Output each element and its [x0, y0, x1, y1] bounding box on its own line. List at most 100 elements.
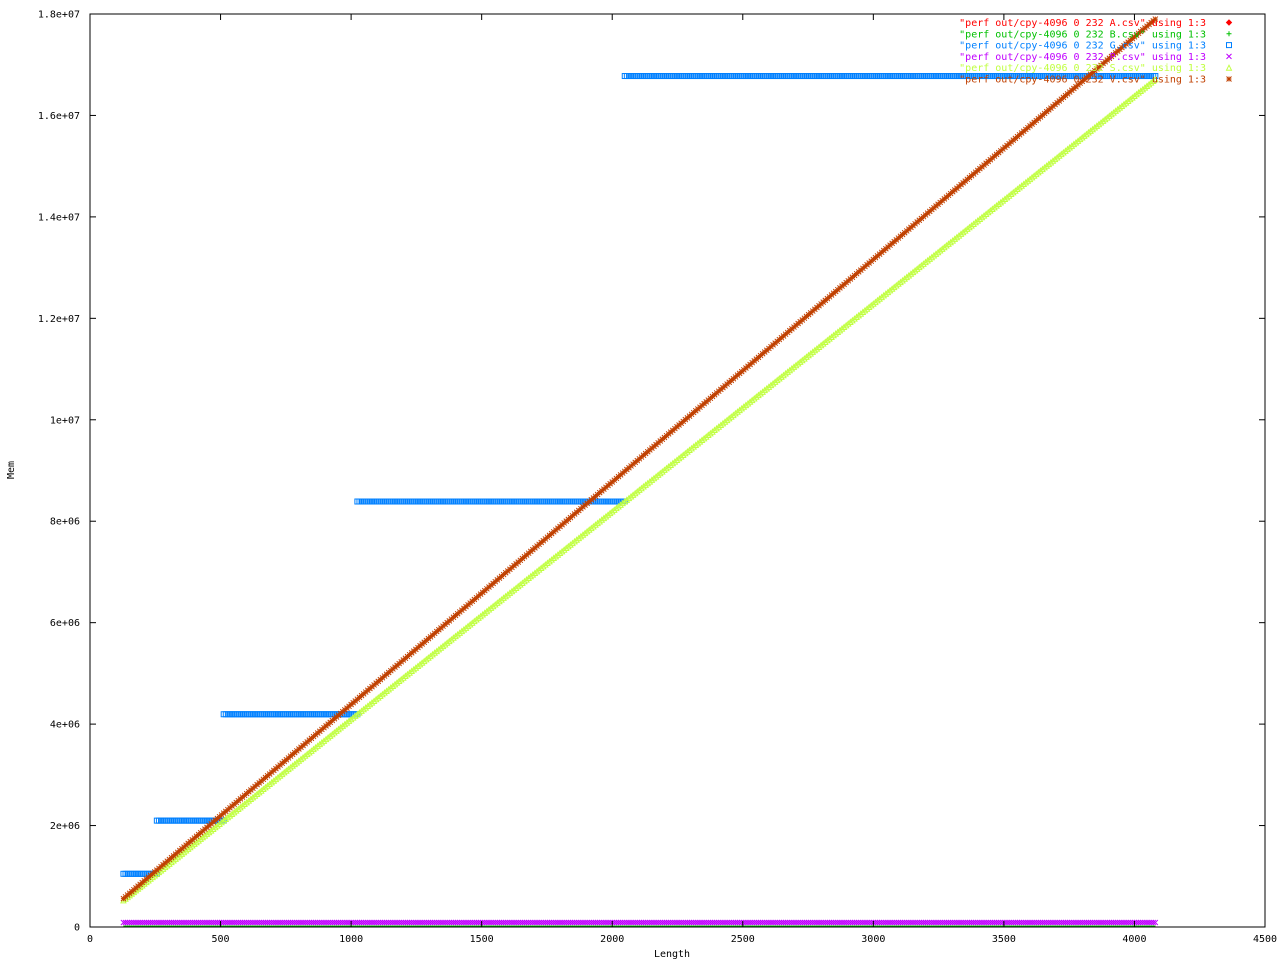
series-p-point	[1004, 919, 1010, 926]
series-p-point	[743, 919, 749, 926]
x-tick-label-5: 2500	[731, 934, 755, 945]
series-s-point	[1032, 170, 1040, 178]
series-p-point	[807, 919, 814, 926]
legend: "perf out/cpy-4096 0 232 A.csv" using 1:…	[959, 18, 1233, 86]
series-p-point	[772, 919, 779, 926]
series-p-point	[1016, 919, 1023, 926]
series-s-point	[510, 585, 518, 593]
series-s-point	[807, 349, 814, 357]
series-v-point	[1152, 16, 1159, 22]
series-p-point	[669, 919, 676, 926]
series-p-point	[241, 919, 248, 926]
series-p-point	[475, 919, 482, 926]
series-p-point	[548, 919, 555, 926]
series-p-point	[644, 919, 651, 926]
series-s-point	[1147, 79, 1155, 86]
series-s-point	[226, 812, 234, 819]
series-p-point	[822, 919, 829, 926]
series-s-point	[170, 856, 177, 864]
series-s-point	[920, 260, 927, 267]
series-p-point	[410, 919, 417, 926]
series-s-point	[1118, 102, 1126, 109]
series-s-point	[448, 635, 455, 643]
series-p-point	[1135, 919, 1142, 926]
series-p-point	[415, 919, 421, 926]
series-p-point	[745, 919, 751, 926]
series-s-point	[594, 519, 601, 527]
series-s-point	[924, 256, 931, 264]
series-s-point	[205, 828, 213, 836]
series-s-point	[423, 655, 430, 663]
series-s-point	[1043, 162, 1051, 169]
series-p-point	[1083, 919, 1090, 926]
series-s-point	[938, 245, 946, 252]
series-s-point	[682, 449, 689, 457]
y-tick-label-8: 1.6e+07	[38, 111, 80, 122]
series-p-point	[525, 919, 532, 926]
series-s-point	[400, 674, 407, 681]
series-s-point	[805, 351, 812, 359]
series-s-point	[207, 826, 215, 834]
series-p-point	[713, 919, 720, 926]
series-p-point	[692, 919, 699, 926]
series-s-point	[984, 208, 992, 216]
series-s-point	[855, 311, 863, 319]
series-p-point	[874, 919, 881, 926]
series-p-point	[507, 919, 513, 926]
series-p-point	[680, 919, 687, 926]
series-s-point	[844, 320, 852, 327]
series-s-point	[786, 366, 794, 374]
series-s-point	[765, 383, 773, 390]
series-s-point	[266, 780, 273, 788]
series-s-point	[483, 607, 491, 615]
series-s-point	[590, 522, 597, 530]
series-s-point	[638, 484, 645, 492]
series-s-point	[1041, 163, 1048, 171]
series-p-point	[306, 919, 313, 926]
series-p-point	[717, 919, 724, 926]
series-s-point	[216, 820, 223, 827]
series-p-point	[571, 919, 578, 926]
series-s-point	[621, 497, 629, 505]
series-p-point	[937, 919, 944, 926]
series-p-point	[1058, 919, 1065, 926]
y-tick-label-6: 1.2e+07	[38, 314, 80, 325]
series-s-point	[241, 800, 248, 808]
series-p-point	[452, 919, 459, 926]
series-p-point	[784, 919, 791, 926]
series-p-point	[264, 919, 271, 926]
series-p-point	[170, 919, 177, 926]
series-s-point	[414, 662, 422, 670]
series-s-point	[872, 298, 879, 306]
series-s-point	[460, 625, 468, 633]
series-s-point	[441, 640, 449, 648]
series-p-point	[1075, 919, 1081, 926]
series-s-point	[366, 700, 374, 708]
series-p-point	[799, 919, 806, 926]
series-p-point	[450, 919, 457, 926]
series-s-point	[640, 482, 647, 490]
series-s-point	[276, 772, 284, 779]
series-p-point	[665, 919, 672, 926]
series-s-point	[913, 265, 921, 272]
series-p-point	[1106, 919, 1113, 926]
series-p-point	[684, 919, 691, 926]
series-s-point	[201, 831, 209, 839]
series-p-point	[511, 919, 517, 926]
series-s-point	[481, 609, 489, 616]
series-p-point	[379, 919, 386, 926]
series-p-point	[1035, 919, 1042, 926]
series-p-point	[517, 919, 524, 926]
series-s-point	[878, 293, 885, 301]
series-p-point	[891, 919, 898, 926]
series-p-point	[291, 919, 298, 926]
series-s-point	[329, 730, 336, 738]
series-s-point	[508, 587, 516, 595]
series-s-point	[147, 875, 154, 882]
series-s-point	[1039, 165, 1046, 173]
series-p-point	[830, 919, 837, 926]
series-s-point	[1022, 178, 1030, 186]
series-p-point	[463, 919, 469, 926]
series-s-point	[199, 833, 207, 841]
series-p-point	[216, 919, 223, 926]
